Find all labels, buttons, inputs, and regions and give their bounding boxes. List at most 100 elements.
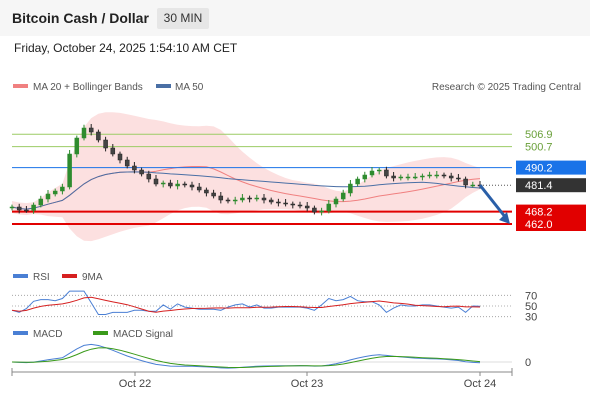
candle-body [369, 170, 375, 176]
candle-body [376, 169, 382, 172]
macd-signal-line [11, 347, 481, 368]
support-tag [516, 217, 586, 231]
candle-body [38, 198, 44, 206]
candle-body [254, 197, 260, 200]
macd-line [11, 343, 481, 369]
candle-body [124, 159, 130, 167]
macd-panel: 0 [11, 343, 531, 369]
projection-arrow-head [499, 212, 510, 224]
support-tag [516, 204, 586, 219]
candle-body [160, 182, 166, 185]
candle-body [225, 199, 231, 202]
candle-body [456, 177, 461, 180]
candle-body [362, 174, 368, 180]
candle-body [405, 176, 411, 179]
rsi-level-label: 70 [525, 290, 537, 302]
chart-header: Bitcoin Cash / Dollar 30 MIN [0, 0, 590, 36]
rsi-ma-line [11, 296, 481, 313]
candle-body [117, 153, 123, 161]
candle-body [441, 174, 447, 177]
rsi-level-label: 30 [525, 312, 537, 324]
last-price-tag [516, 178, 586, 193]
candle-body [16, 206, 22, 211]
x-axis-label: Oct 23 [291, 378, 323, 390]
candle-body [412, 176, 418, 179]
instrument-title: Bitcoin Cash / Dollar [12, 10, 149, 26]
rsi-legend-label: RSI [33, 272, 50, 283]
rsi-level-label: 50 [525, 301, 537, 313]
ma50-legend-label: MA 50 [175, 82, 204, 93]
candle-body [211, 192, 216, 197]
pivot-tag [516, 160, 586, 175]
rsi-ma-legend-swatch [62, 274, 77, 278]
candle-body [384, 169, 389, 177]
x-axis-label: Oct 24 [464, 378, 496, 390]
support-label: 462.0 [525, 219, 553, 231]
candle-body [110, 147, 116, 155]
candle-body [470, 184, 476, 187]
candle-body [232, 199, 238, 202]
candle-body [340, 192, 346, 200]
candle-body [139, 169, 144, 175]
candle-body [153, 178, 159, 185]
candle-body [146, 173, 152, 180]
candle-body [326, 203, 332, 212]
candle-body [67, 153, 72, 188]
candle-body [96, 131, 101, 141]
candle-body [268, 199, 274, 203]
candle-body [196, 186, 202, 191]
candle-body [218, 195, 224, 201]
macd-signal-legend-label: MACD Signal [113, 329, 173, 340]
resistance-label: 500.7 [525, 142, 553, 154]
rsi-line [11, 290, 481, 315]
resistance-label: 506.9 [525, 129, 553, 141]
moving-averages [11, 166, 481, 210]
candle-body [297, 204, 303, 207]
candle-body [175, 183, 180, 187]
candle-body [52, 190, 58, 195]
bollinger-bands [12, 112, 480, 242]
candle-body [204, 189, 209, 194]
pivot-label: 490.2 [525, 163, 553, 175]
timeframe-button[interactable]: 30 MIN [157, 8, 209, 29]
candle-body [81, 127, 87, 139]
candle-body [391, 175, 396, 179]
candle-body [189, 184, 195, 188]
x-axis: Oct 22 Oct 23 Oct 24 [11, 368, 513, 390]
macd-zero-label: 0 [525, 357, 531, 369]
candle-body [31, 204, 36, 211]
candlesticks [9, 124, 483, 216]
x-axis-label: Oct 22 [119, 378, 151, 390]
copyright-text: Research © 2025 Trading Central [432, 82, 581, 93]
candle-body [132, 165, 137, 171]
candle-body [434, 174, 440, 177]
candle-body [182, 183, 188, 186]
candle-body [283, 202, 288, 205]
candle-body [312, 207, 317, 213]
candle-body [276, 201, 281, 204]
ma50-line [11, 171, 481, 210]
candle-body [168, 182, 173, 187]
candle-body [88, 127, 94, 133]
candle-body [103, 139, 108, 149]
candle-body [398, 176, 404, 179]
candle-body [427, 174, 432, 177]
ma20-legend-swatch [13, 84, 28, 88]
candle-body [319, 210, 324, 213]
rsi-legend-swatch [13, 274, 28, 278]
candle-body [261, 197, 267, 201]
projection-arrow [478, 184, 510, 224]
candle-body [9, 206, 15, 209]
macd-legend-label: MACD [33, 329, 62, 340]
candle-body [348, 183, 353, 194]
candle-body [420, 175, 425, 178]
bollinger-band-area [12, 112, 480, 242]
price-levels [12, 133, 512, 225]
candle-body [247, 197, 252, 200]
candle-body [355, 178, 360, 185]
candle-body [240, 197, 245, 201]
macd-legend-swatch [13, 331, 28, 335]
ma20-legend-label: MA 20 + Bollinger Bands [33, 82, 143, 93]
